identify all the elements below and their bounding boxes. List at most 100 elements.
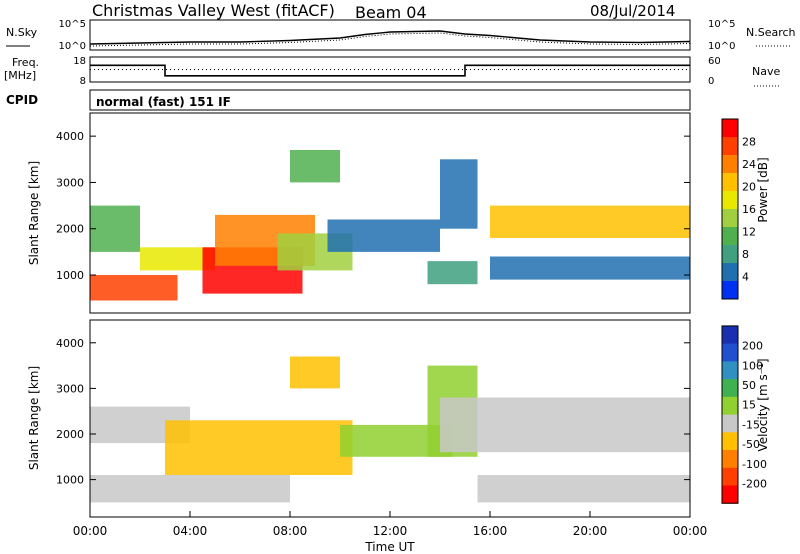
velocity-scatter-region <box>90 475 290 503</box>
time-axis-label: Time UT <box>364 540 415 554</box>
velocity-colorbar-swatch <box>722 467 738 486</box>
cpid-panel-frame <box>89 89 691 111</box>
velocity-colorbar-swatch <box>722 361 738 380</box>
time-tick-label: 08:00 <box>273 524 308 538</box>
noise-right-tick: 10^0 <box>708 41 735 52</box>
nave-right-tick: 60 <box>708 56 721 67</box>
noise-right-tick: 10^5 <box>708 19 735 30</box>
velocity-colorbar-tick: -50 <box>742 438 760 451</box>
power-colorbar-swatch <box>722 173 738 192</box>
time-tick-label: 16:00 <box>473 524 508 538</box>
nsearch-label: N.Search <box>746 26 796 39</box>
velocity-scatter-region <box>290 356 340 389</box>
velocity-colorbar-tick: 15 <box>742 399 756 412</box>
velocity-colorbar-tick: 100 <box>742 359 763 372</box>
freq-unit-label: [MHz] <box>4 69 36 82</box>
power-colorbar-frame <box>721 118 739 300</box>
velocity-colorbar-tick: -200 <box>742 478 767 491</box>
power-colorbar-swatch <box>722 281 738 300</box>
power-scatter-region <box>290 150 340 183</box>
velocity-colorbar-swatch <box>722 432 738 451</box>
power-colorbar-tick: 4 <box>742 271 749 284</box>
velocity-colorbar-tick: -100 <box>742 458 767 471</box>
power-colorbar-swatch <box>722 155 738 174</box>
station-title: Christmas Valley West (fitACF) <box>92 1 335 20</box>
cpid-label: CPID <box>6 93 38 107</box>
power-scatter-region <box>90 205 140 252</box>
velocity-colorbar-swatch <box>722 325 738 345</box>
velocity-colorbar-swatch <box>722 379 738 398</box>
velocity-colorbar-swatch <box>722 414 738 433</box>
velocity-ytick-label: 3000 <box>56 382 84 395</box>
power-panel-frame <box>89 112 691 314</box>
time-tick-label: 00:00 <box>673 524 708 538</box>
freq-left-tick: 8 <box>80 76 86 87</box>
velocity-colorbar-swatch <box>722 450 738 469</box>
noise-sky-series <box>89 30 691 45</box>
power-ytick-label: 1000 <box>56 269 84 282</box>
velocity-scatter-region <box>165 420 353 475</box>
velocity-colorbar-tick: 200 <box>742 340 763 353</box>
velocity-ytick-label: 4000 <box>56 337 84 350</box>
velocity-ylabel: Slant Range [km] <box>27 366 41 470</box>
frequency-panel: Freq. [MHz] Nave 18 8 60 0 <box>4 56 780 87</box>
time-tick-label: 20:00 <box>573 524 608 538</box>
velocity-colorbar-swatch <box>722 485 738 504</box>
freq-left-tick: 18 <box>73 56 86 67</box>
time-tick-label: 12:00 <box>373 524 408 538</box>
frequency-series <box>90 64 690 77</box>
power-panel: 1000 2000 3000 4000 Slant Range [km] 28 24 20… <box>27 112 770 314</box>
time-tick-label: 00:00 <box>73 524 108 538</box>
velocity-ytick-label: 2000 <box>56 428 84 441</box>
noise-panel: N.Sky N.Search 10^5 10^0 10^5 10^0 <box>6 19 796 52</box>
velocity-colorbar-label: Velocity [m s⁻¹] <box>756 358 770 451</box>
velocity-colorbar-tick: 50 <box>742 379 756 392</box>
nsky-label: N.Sky <box>6 26 38 39</box>
power-colorbar-label: Power [dB] <box>756 157 770 222</box>
power-scatter-region <box>427 261 478 285</box>
power-colorbar-swatch <box>722 119 738 138</box>
power-ylabel: Slant Range [km] <box>27 161 41 265</box>
beam-label: Beam 04 <box>355 3 427 22</box>
velocity-colorbar-swatch <box>722 396 738 415</box>
nave-right-tick: 0 <box>708 76 714 87</box>
velocity-colorbar-swatch <box>722 343 738 362</box>
noise-panel-frame <box>89 19 691 51</box>
noise-search-series <box>89 32 691 47</box>
date-label: 08/Jul/2014 <box>590 2 675 20</box>
power-colorbar-swatch <box>722 209 738 228</box>
power-ytick-label: 4000 <box>56 130 84 143</box>
power-colorbar-tick: 12 <box>742 226 756 239</box>
velocity-panel: 1000 2000 3000 4000 00:00 04:00 08:00 12:00 16:… <box>27 319 770 554</box>
power-colorbar-swatch <box>722 227 738 246</box>
power-colorbar-tick: 20 <box>742 181 756 194</box>
power-scatter-region <box>140 247 215 271</box>
power-colorbar-tick: 8 <box>742 248 749 261</box>
noise-left-tick: 10^0 <box>59 41 86 52</box>
velocity-ytick-label: 1000 <box>56 474 84 487</box>
power-scatter-region <box>440 159 478 229</box>
power-colorbar-tick: 16 <box>742 203 756 216</box>
time-tick-label: 04:00 <box>173 524 208 538</box>
velocity-colorbar-frame <box>721 325 739 504</box>
power-scatter-region <box>90 275 178 301</box>
power-scatter-region <box>490 205 690 238</box>
power-colorbar-tick: 24 <box>742 158 756 171</box>
power-colorbar-swatch <box>722 245 738 264</box>
power-colorbar-swatch <box>722 137 738 156</box>
power-ytick-label: 3000 <box>56 176 84 189</box>
power-colorbar-swatch <box>722 263 738 282</box>
velocity-colorbar-tick: -15 <box>742 418 760 431</box>
power-scatter-region <box>327 219 440 252</box>
noise-left-tick: 10^5 <box>59 19 86 30</box>
power-colorbar-swatch <box>722 191 738 210</box>
nave-label: Nave <box>752 65 780 78</box>
power-ytick-label: 2000 <box>56 223 84 236</box>
cpid-value: normal (fast) 151 IF <box>96 95 231 109</box>
power-colorbar-tick: 28 <box>742 136 756 149</box>
power-scatter-region <box>490 256 690 280</box>
freq-label: Freq. <box>12 56 39 69</box>
velocity-scatter-region <box>440 397 690 453</box>
velocity-scatter-region <box>477 475 690 503</box>
